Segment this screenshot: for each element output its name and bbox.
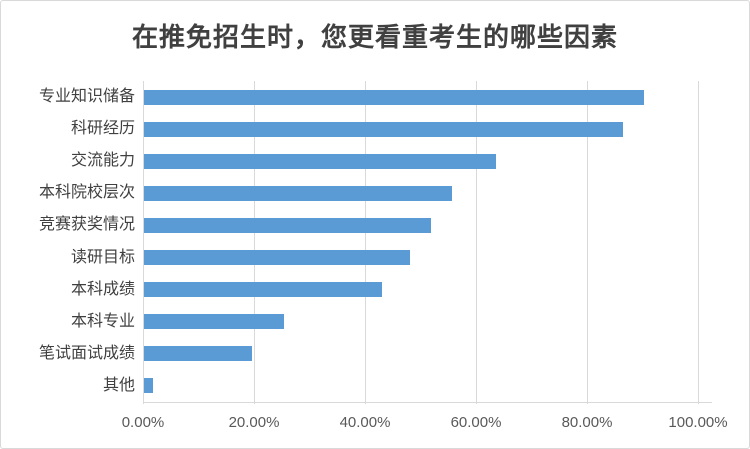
- x-tick-label: 40.00%: [339, 414, 391, 431]
- category-label: 本科院校层次: [38, 184, 135, 202]
- gridline: [698, 81, 699, 404]
- bar: [144, 314, 284, 330]
- category-label: 本科专业: [70, 312, 135, 330]
- category-label: 本科成绩: [70, 280, 135, 298]
- x-tick-label: 80.00%: [561, 414, 613, 431]
- bar: [144, 217, 432, 233]
- x-tick-label: 0.00%: [121, 414, 165, 431]
- category-label: 科研经历: [70, 120, 135, 138]
- category-label: 笔试面试成绩: [38, 344, 135, 362]
- bar: [144, 153, 497, 169]
- gridline: [365, 81, 366, 404]
- category-label: 专业知识储备: [38, 88, 135, 105]
- gridline: [587, 81, 588, 404]
- bar: [144, 282, 382, 298]
- gridline: [254, 81, 255, 404]
- x-axis-line: [143, 402, 712, 403]
- bar: [144, 121, 623, 137]
- x-tick-label: 100.00%: [668, 414, 728, 431]
- bar: [144, 89, 644, 105]
- bar: [144, 185, 453, 201]
- bar: [144, 250, 411, 266]
- category-label: 交流能力: [70, 152, 135, 170]
- chart-title: 在推免招生时，您更看重考生的哪些因素: [131, 22, 618, 52]
- bar: [144, 346, 253, 362]
- x-tick-label: 20.00%: [228, 414, 280, 431]
- category-label: 读研目标: [70, 248, 135, 266]
- category-label: 其他: [102, 376, 135, 394]
- bar: [144, 378, 153, 394]
- x-tick-label: 60.00%: [450, 414, 502, 431]
- y-axis-line: [143, 81, 144, 404]
- gridline: [476, 81, 477, 404]
- category-label: 竞赛获奖情况: [38, 216, 135, 234]
